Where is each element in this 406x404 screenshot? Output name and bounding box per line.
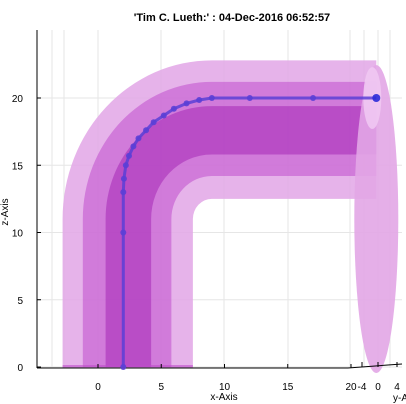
z-tick-label: 0 xyxy=(17,363,23,374)
path-point xyxy=(310,95,317,101)
z-tick-label: 10 xyxy=(12,229,24,240)
x-tick-label: 20 xyxy=(345,382,357,393)
path-point xyxy=(125,152,132,159)
path-point xyxy=(170,105,177,112)
x-tick-label: 0 xyxy=(95,382,101,393)
pipe-body xyxy=(62,60,399,373)
path-point xyxy=(208,95,215,101)
path-point xyxy=(143,127,150,134)
path-point xyxy=(120,175,127,182)
path-point xyxy=(135,135,142,142)
z-tick-label: 20 xyxy=(12,94,24,105)
z-tick-label: 15 xyxy=(12,161,24,172)
y-axis-label: y-Axis xyxy=(393,393,406,404)
y-tick-label: 0 xyxy=(375,382,381,393)
x-tick-label: 10 xyxy=(219,382,231,393)
path-point xyxy=(183,100,190,107)
path-point xyxy=(130,143,137,150)
y-ticks: -4 0 4 xyxy=(358,362,400,393)
path-point xyxy=(372,94,381,102)
z-axis-label: z-Axis xyxy=(0,198,11,225)
z-ticks: 0 5 10 15 20 xyxy=(12,94,41,374)
path-point xyxy=(150,119,157,126)
chart-title: 'Tim C. Lueth:' : 04-Dec-2016 06:52:57 xyxy=(134,12,330,24)
path-point xyxy=(160,112,167,119)
path-point xyxy=(120,229,127,236)
y-axis-line xyxy=(347,363,403,369)
x-axis-label: x-Axis xyxy=(210,392,237,403)
x-tick-label: 5 xyxy=(158,382,164,393)
path-point xyxy=(120,364,127,370)
x-tick-label: 15 xyxy=(282,382,294,393)
z-tick-label: 5 xyxy=(17,296,23,307)
center-path xyxy=(120,94,381,370)
path-point xyxy=(122,162,129,169)
y-tick-label: -4 xyxy=(358,382,367,393)
path-point xyxy=(246,95,253,101)
pipe-inner-band xyxy=(105,106,377,367)
pipe-end-cap xyxy=(354,65,399,373)
path-point xyxy=(196,97,203,104)
x-ticks: 0 5 10 15 20 xyxy=(95,364,357,393)
axes xyxy=(36,30,403,369)
path-point xyxy=(120,189,127,196)
y-tick-label: 4 xyxy=(394,382,400,393)
pipe-base-edge xyxy=(62,365,193,368)
